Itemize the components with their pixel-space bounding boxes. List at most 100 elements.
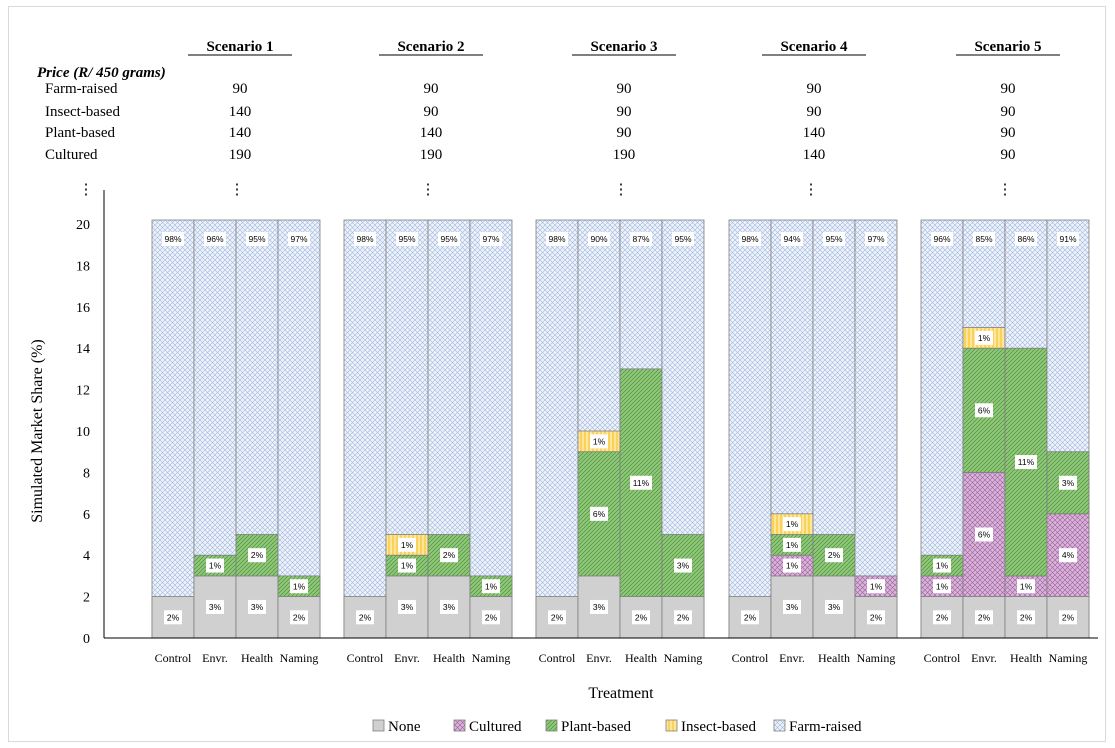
data-label: 1% bbox=[401, 561, 414, 571]
price-row-label: Plant-based bbox=[45, 125, 115, 141]
bar-segment-none bbox=[343, 596, 387, 639]
data-label-box bbox=[1017, 610, 1035, 625]
x-tick-label: Naming bbox=[1049, 651, 1088, 665]
bar-segment-farm-raised bbox=[469, 219, 513, 639]
data-label: 97% bbox=[867, 234, 884, 244]
data-label: 1% bbox=[786, 540, 799, 550]
price-value: 90 bbox=[1001, 147, 1016, 163]
data-label-box bbox=[1015, 455, 1037, 470]
data-label-box bbox=[1059, 475, 1077, 490]
scenario-group: 2% 1% 1% 96% Control 2% 6% 6% 1% 85% Envr. 2% 1% 11% 8… bbox=[920, 219, 1090, 665]
data-label-box bbox=[672, 232, 694, 246]
legend-label: Insect-based bbox=[681, 719, 756, 735]
data-label: 1% bbox=[401, 540, 414, 550]
data-label-box bbox=[440, 548, 458, 563]
data-label: 2% bbox=[978, 612, 991, 622]
legend: None Cultured Plant-based Insect-based Farm-… bbox=[372, 719, 862, 735]
bar-segment-plant bbox=[427, 534, 471, 577]
legend-label: Plant-based bbox=[561, 719, 631, 735]
price-value: 90 bbox=[617, 104, 632, 120]
data-label: 1% bbox=[870, 581, 883, 591]
price-value: 90 bbox=[1001, 104, 1016, 120]
data-label-box bbox=[783, 599, 801, 614]
data-label: 95% bbox=[398, 234, 415, 244]
data-label: 1% bbox=[978, 333, 991, 343]
scenario-header: Scenario 3 bbox=[590, 39, 657, 55]
data-label-box bbox=[933, 610, 951, 625]
data-label: 3% bbox=[593, 602, 606, 612]
data-label-box bbox=[630, 475, 652, 490]
data-label-box bbox=[931, 232, 953, 246]
data-label: 91% bbox=[1059, 234, 1076, 244]
scenario-group: 2% 98% Control 3% 1% 1% 1% 94% Envr. 3% 2% 95% Healt… bbox=[728, 219, 898, 665]
data-label: 2% bbox=[443, 550, 456, 560]
y-tick-label: 10 bbox=[76, 425, 90, 440]
x-tick-label: Naming bbox=[472, 651, 511, 665]
x-tick-label: Naming bbox=[280, 651, 319, 665]
data-label: 1% bbox=[593, 436, 606, 446]
data-label-box bbox=[398, 537, 416, 552]
data-label: 98% bbox=[164, 234, 181, 244]
chart-frame bbox=[8, 6, 1106, 742]
data-label: 87% bbox=[632, 234, 649, 244]
data-label-box bbox=[482, 610, 500, 625]
data-label: 1% bbox=[936, 561, 949, 571]
data-label: 2% bbox=[293, 612, 306, 622]
data-label: 6% bbox=[978, 405, 991, 415]
data-label-box bbox=[548, 610, 566, 625]
data-label: 3% bbox=[828, 602, 841, 612]
price-value: 90 bbox=[617, 125, 632, 141]
data-label-box bbox=[867, 610, 885, 625]
data-label-box bbox=[356, 610, 374, 625]
price-value: 190 bbox=[229, 147, 252, 163]
data-label: 1% bbox=[786, 561, 799, 571]
data-label-box bbox=[480, 232, 502, 246]
axes: 0 2 4 6 8 10 12 14 16 18 20 Simulated Market Share … bbox=[29, 190, 1098, 702]
legend-label: None bbox=[388, 719, 421, 735]
data-label: 98% bbox=[356, 234, 373, 244]
data-label: 2% bbox=[744, 612, 757, 622]
y-tick-label: 6 bbox=[83, 508, 90, 523]
data-label: 2% bbox=[1062, 612, 1075, 622]
x-tick-label: Envr. bbox=[971, 651, 997, 665]
y-tick-label: 4 bbox=[83, 549, 90, 564]
legend-swatch bbox=[665, 719, 678, 732]
price-header: Price (R/ 450 grams) bbox=[37, 65, 166, 81]
data-label: 6% bbox=[978, 530, 991, 540]
data-label-box bbox=[290, 579, 308, 594]
data-label-box bbox=[933, 558, 951, 573]
data-label-box bbox=[1059, 610, 1077, 625]
legend-label: Cultured bbox=[469, 719, 522, 735]
data-label-box bbox=[290, 610, 308, 625]
data-label: 2% bbox=[485, 612, 498, 622]
data-label-box bbox=[590, 599, 608, 614]
data-label-box bbox=[164, 610, 182, 625]
data-label-box bbox=[632, 610, 650, 625]
x-tick-label: Health bbox=[625, 651, 657, 665]
legend-label: Farm-raised bbox=[789, 719, 862, 735]
data-label-box bbox=[783, 537, 801, 552]
price-value: 90 bbox=[233, 81, 248, 97]
legend-swatch bbox=[372, 719, 385, 732]
price-row-label: Insect-based bbox=[45, 104, 120, 120]
data-label-box bbox=[933, 579, 951, 594]
bar-segment-farm-raised bbox=[728, 219, 772, 639]
data-label: 2% bbox=[635, 612, 648, 622]
data-label: 1% bbox=[786, 519, 799, 529]
data-label-box bbox=[590, 434, 608, 449]
price-value: 90 bbox=[807, 104, 822, 120]
data-label-box bbox=[206, 558, 224, 573]
x-tick-label: Envr. bbox=[394, 651, 420, 665]
break-marker: ⋮ bbox=[804, 182, 819, 198]
bar-area: 2% 98% Control 3% 1% 96% Envr. 3% 2% 95% Health 2% 1… bbox=[151, 219, 1090, 665]
break-marker: ⋮ bbox=[614, 182, 629, 198]
bar-segment-farm-raised bbox=[151, 219, 195, 639]
data-label-box bbox=[630, 232, 652, 246]
legend-swatch bbox=[545, 719, 558, 732]
x-tick-label: Health bbox=[241, 651, 273, 665]
data-label-box bbox=[590, 506, 608, 521]
data-label-box bbox=[440, 599, 458, 614]
data-label: 1% bbox=[209, 561, 222, 571]
data-label: 96% bbox=[206, 234, 223, 244]
